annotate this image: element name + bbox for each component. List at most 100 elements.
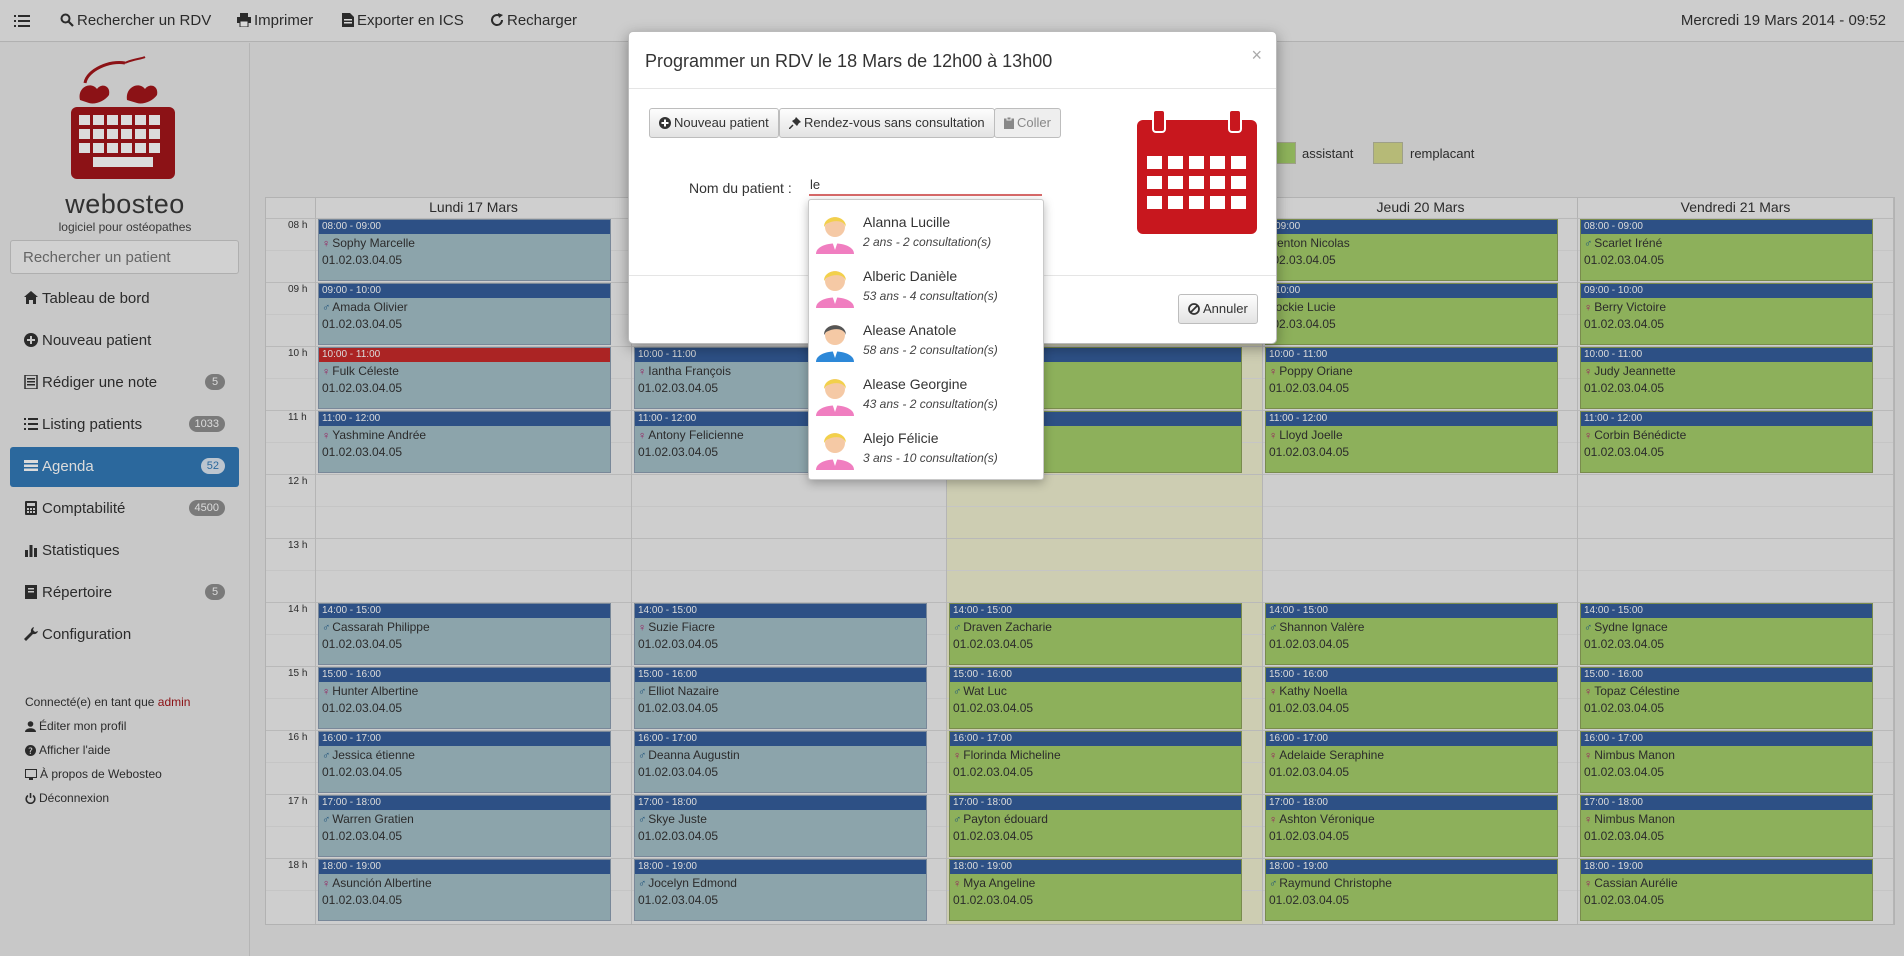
sidebar-item-tableau-de-bord[interactable]: Tableau de bord (10, 279, 239, 319)
sidebar-item-nouveau-patient[interactable]: Nouveau patient (10, 321, 239, 361)
appointment-event[interactable]: 17:00 - 18:00 ♂ Payton édouard 01.02.03.04.… (949, 795, 1242, 857)
appointment-event[interactable]: 08:00 - 09:00 ♂ Scarlet Iréné 01.02.03.04.0… (1580, 219, 1873, 281)
female-icon: ♀ (1269, 366, 1278, 378)
username-link[interactable]: admin (157, 695, 191, 709)
appointment-event[interactable]: 15:00 - 16:00 ♀ Topaz Célestine 01.02.03.04… (1580, 667, 1873, 729)
event-patient: ♀ Corbin Bénédicte (1584, 428, 1687, 442)
male-icon: ♂ (1584, 238, 1593, 250)
appointment-event[interactable]: 15:00 - 16:00 ♂ Wat Luc 01.02.03.04.05 (949, 667, 1242, 729)
appointment-event[interactable]: 14:00 - 15:00 ♂ Cassarah Philippe 01.02.03.… (318, 603, 611, 665)
appointment-event[interactable]: 17:00 - 18:00 ♂ Skye Juste 01.02.03.04.05 (634, 795, 927, 857)
appointment-event[interactable]: 10:00 - 11:00 ♀ Fulk Céleste 01.02.03.04.05 (318, 347, 611, 409)
event-time: 17:00 - 18:00 (319, 796, 610, 810)
appointment-event[interactable]: 08:00 - 09:00 ♀ Sophy Marcelle 01.02.03.04.… (318, 219, 611, 281)
appointment-event[interactable]: 10:00 - 11:00 ♀ Poppy Oriane 01.02.03.04.05 (1265, 347, 1558, 409)
grid-line (266, 666, 1894, 667)
edit-profile-link[interactable]: Éditer mon profil (25, 719, 126, 733)
patient-suggestion[interactable]: Alberic Danièle 53 ans - 4 consultation(s… (809, 258, 1043, 312)
appointment-event[interactable]: 14:00 - 15:00 ♂ Sydne Ignace 01.02.03.04.05 (1580, 603, 1873, 665)
appointment-event[interactable]: 14:00 - 15:00 ♀ Suzie Fiacre 01.02.03.04.05 (634, 603, 927, 665)
search-rdv-button[interactable]: Rechercher un RDV (60, 12, 211, 29)
modal-close-button[interactable]: × (1251, 45, 1262, 65)
appointment-event[interactable]: 10:00 - 11:00 ♀ Judy Jeannette 01.02.03.04.… (1580, 347, 1873, 409)
rdv-without-consultation-button[interactable]: Rendez-vous sans consultation (779, 108, 995, 138)
export-ics-button[interactable]: Exporter en ICS (342, 12, 464, 29)
webosteo-logo[interactable]: webosteo logiciel pour ostéopathes (55, 55, 195, 234)
event-phone: 01.02.03.04.05 (1584, 381, 1665, 395)
appointment-event[interactable]: 15:00 - 16:00 ♂ Elliot Nazaire 01.02.03.04.… (634, 667, 927, 729)
event-patient: ♂ Payton édouard (953, 812, 1048, 826)
event-time: 16:00 - 17:00 (635, 732, 926, 746)
appointment-event[interactable]: 15:00 - 16:00 ♀ Kathy Noella 01.02.03.04.05 (1265, 667, 1558, 729)
patient-suggestion[interactable]: Alanna Lucille 2 ans - 2 consultation(s) (809, 204, 1043, 258)
appointment-event[interactable]: 17:00 - 18:00 ♀ Ashton Véronique 01.02.03.0… (1265, 795, 1558, 857)
menu-toggle-button[interactable] (14, 13, 33, 30)
event-patient: ♀ Nimbus Manon (1584, 748, 1675, 762)
sidebar-item-listing-patients[interactable]: Listing patients 1033 (10, 405, 239, 445)
sidebar-item-rediger-une-note[interactable]: Rédiger une note 5 (10, 363, 239, 403)
new-patient-button[interactable]: Nouveau patient (649, 108, 779, 138)
cancel-button[interactable]: Annuler (1178, 294, 1258, 324)
appointment-event[interactable]: 17:00 - 18:00 ♀ Nimbus Manon 01.02.03.04.05 (1580, 795, 1873, 857)
appointment-event[interactable]: - 10:00 Lockie Lucie .02.03.04.05 (1265, 283, 1558, 345)
paste-button[interactable]: Coller (994, 108, 1061, 138)
grid-line (266, 506, 1894, 507)
reload-button[interactable]: Recharger (490, 12, 577, 29)
appointment-event[interactable]: 09:00 - 10:00 ♂ Amada Olivier 01.02.03.04.0… (318, 283, 611, 345)
appointment-event[interactable]: 18:00 - 19:00 ♀ Cassian Aurélie 01.02.03.04… (1580, 859, 1873, 921)
event-patient: ♀ Fulk Céleste (322, 364, 399, 378)
hour-label: 14 h (288, 604, 308, 615)
event-patient: ♂ Scarlet Iréné (1584, 236, 1663, 250)
appointment-event[interactable]: 18:00 - 19:00 ♀ Asunción Albertine 01.02.03… (318, 859, 611, 921)
appointment-event[interactable]: 16:00 - 17:00 ♀ Adelaide Seraphine 01.02.03… (1265, 731, 1558, 793)
grid-column-line (1893, 198, 1894, 924)
appointment-event[interactable]: 18:00 - 19:00 ♂ Jocelyn Edmond 01.02.03.04.… (634, 859, 927, 921)
event-patient: ♀ Judy Jeannette (1584, 364, 1676, 378)
event-time: 11:00 - 12:00 (319, 412, 610, 426)
appointment-event[interactable]: - 09:00 Benton Nicolas .02.03.04.05 (1265, 219, 1558, 281)
sidebar-item-statistiques[interactable]: Statistiques (10, 531, 239, 571)
patient-search-input[interactable] (10, 240, 239, 274)
appointment-event[interactable]: 14:00 - 15:00 ♂ Shannon Valère 01.02.03.04.… (1265, 603, 1558, 665)
logout-link[interactable]: Déconnexion (25, 791, 109, 805)
sidebar-item-agenda[interactable]: Agenda 52 (10, 447, 239, 487)
help-link[interactable]: ? Afficher l'aide (25, 743, 110, 757)
print-button[interactable]: Imprimer (237, 12, 313, 29)
event-time: 08:00 - 09:00 (319, 220, 610, 234)
appointment-event[interactable]: 11:00 - 12:00 ♀ Corbin Bénédicte 01.02.03.0… (1580, 411, 1873, 473)
appointment-event[interactable]: 18:00 - 19:00 ♀ Mya Angeline 01.02.03.04.05 (949, 859, 1242, 921)
sidebar-item-repertoire[interactable]: Répertoire 5 (10, 573, 239, 613)
male-icon: ♂ (953, 622, 962, 634)
sidebar-item-label: Répertoire (42, 584, 113, 601)
suggestion-name: Alease Anatole (863, 322, 957, 338)
patient-suggestion[interactable]: Alejo Félicie 3 ans - 10 consultation(s) (809, 420, 1043, 474)
appointment-event[interactable]: 11:00 - 12:00 ♀ Lloyd Joelle 01.02.03.04.05 (1265, 411, 1558, 473)
appointment-event[interactable]: 14:00 - 15:00 ♂ Draven Zacharie 01.02.03.04… (949, 603, 1242, 665)
appointment-event[interactable]: 16:00 - 17:00 ♂ Jessica étienne 01.02.03.04… (318, 731, 611, 793)
connected-as: Connecté(e) en tant que admin (25, 695, 191, 709)
appointment-event[interactable]: 09:00 - 10:00 ♀ Berry Victoire 01.02.03.04.… (1580, 283, 1873, 345)
male-icon: ♂ (1269, 878, 1278, 890)
appointment-event[interactable]: 16:00 - 17:00 ♀ Nimbus Manon 01.02.03.04.05 (1580, 731, 1873, 793)
appointment-event[interactable]: 17:00 - 18:00 ♂ Warren Gratien 01.02.03.04.… (318, 795, 611, 857)
patient-suggestion[interactable]: Alease Anatole 58 ans - 2 consultation(s) (809, 312, 1043, 366)
event-patient: ♀ Lloyd Joelle (1269, 428, 1343, 442)
female-avatar-icon (816, 433, 854, 470)
about-link[interactable]: À propos de Webosteo (25, 767, 162, 781)
sidebar-item-comptabilite[interactable]: Comptabilité 4500 (10, 489, 239, 529)
event-patient: ♀ Topaz Célestine (1584, 684, 1680, 698)
event-patient: ♂ Skye Juste (638, 812, 707, 826)
appointment-event[interactable]: 15:00 - 16:00 ♀ Hunter Albertine 01.02.03.0… (318, 667, 611, 729)
event-time: 16:00 - 17:00 (950, 732, 1241, 746)
appointment-event[interactable]: 11:00 - 12:00 ♀ Yashmine Andrée 01.02.03.04… (318, 411, 611, 473)
appointment-event[interactable]: 16:00 - 17:00 ♀ Florinda Micheline 01.02.03… (949, 731, 1242, 793)
bar-chart-icon (25, 545, 37, 557)
patient-name-input[interactable] (809, 174, 1042, 196)
event-phone: 01.02.03.04.05 (1584, 445, 1665, 459)
appointment-event[interactable]: 16:00 - 17:00 ♂ Deanna Augustin 01.02.03.04… (634, 731, 927, 793)
appointment-event[interactable]: 18:00 - 19:00 ♂ Raymund Christophe 01.02.03… (1265, 859, 1558, 921)
sidebar-item-configuration[interactable]: Configuration (10, 615, 239, 655)
hamburger-icon (14, 15, 30, 27)
legend-label-remplacant: remplacant (1410, 146, 1475, 161)
patient-suggestion[interactable]: Alease Georgine 43 ans - 2 consultation(s… (809, 366, 1043, 420)
